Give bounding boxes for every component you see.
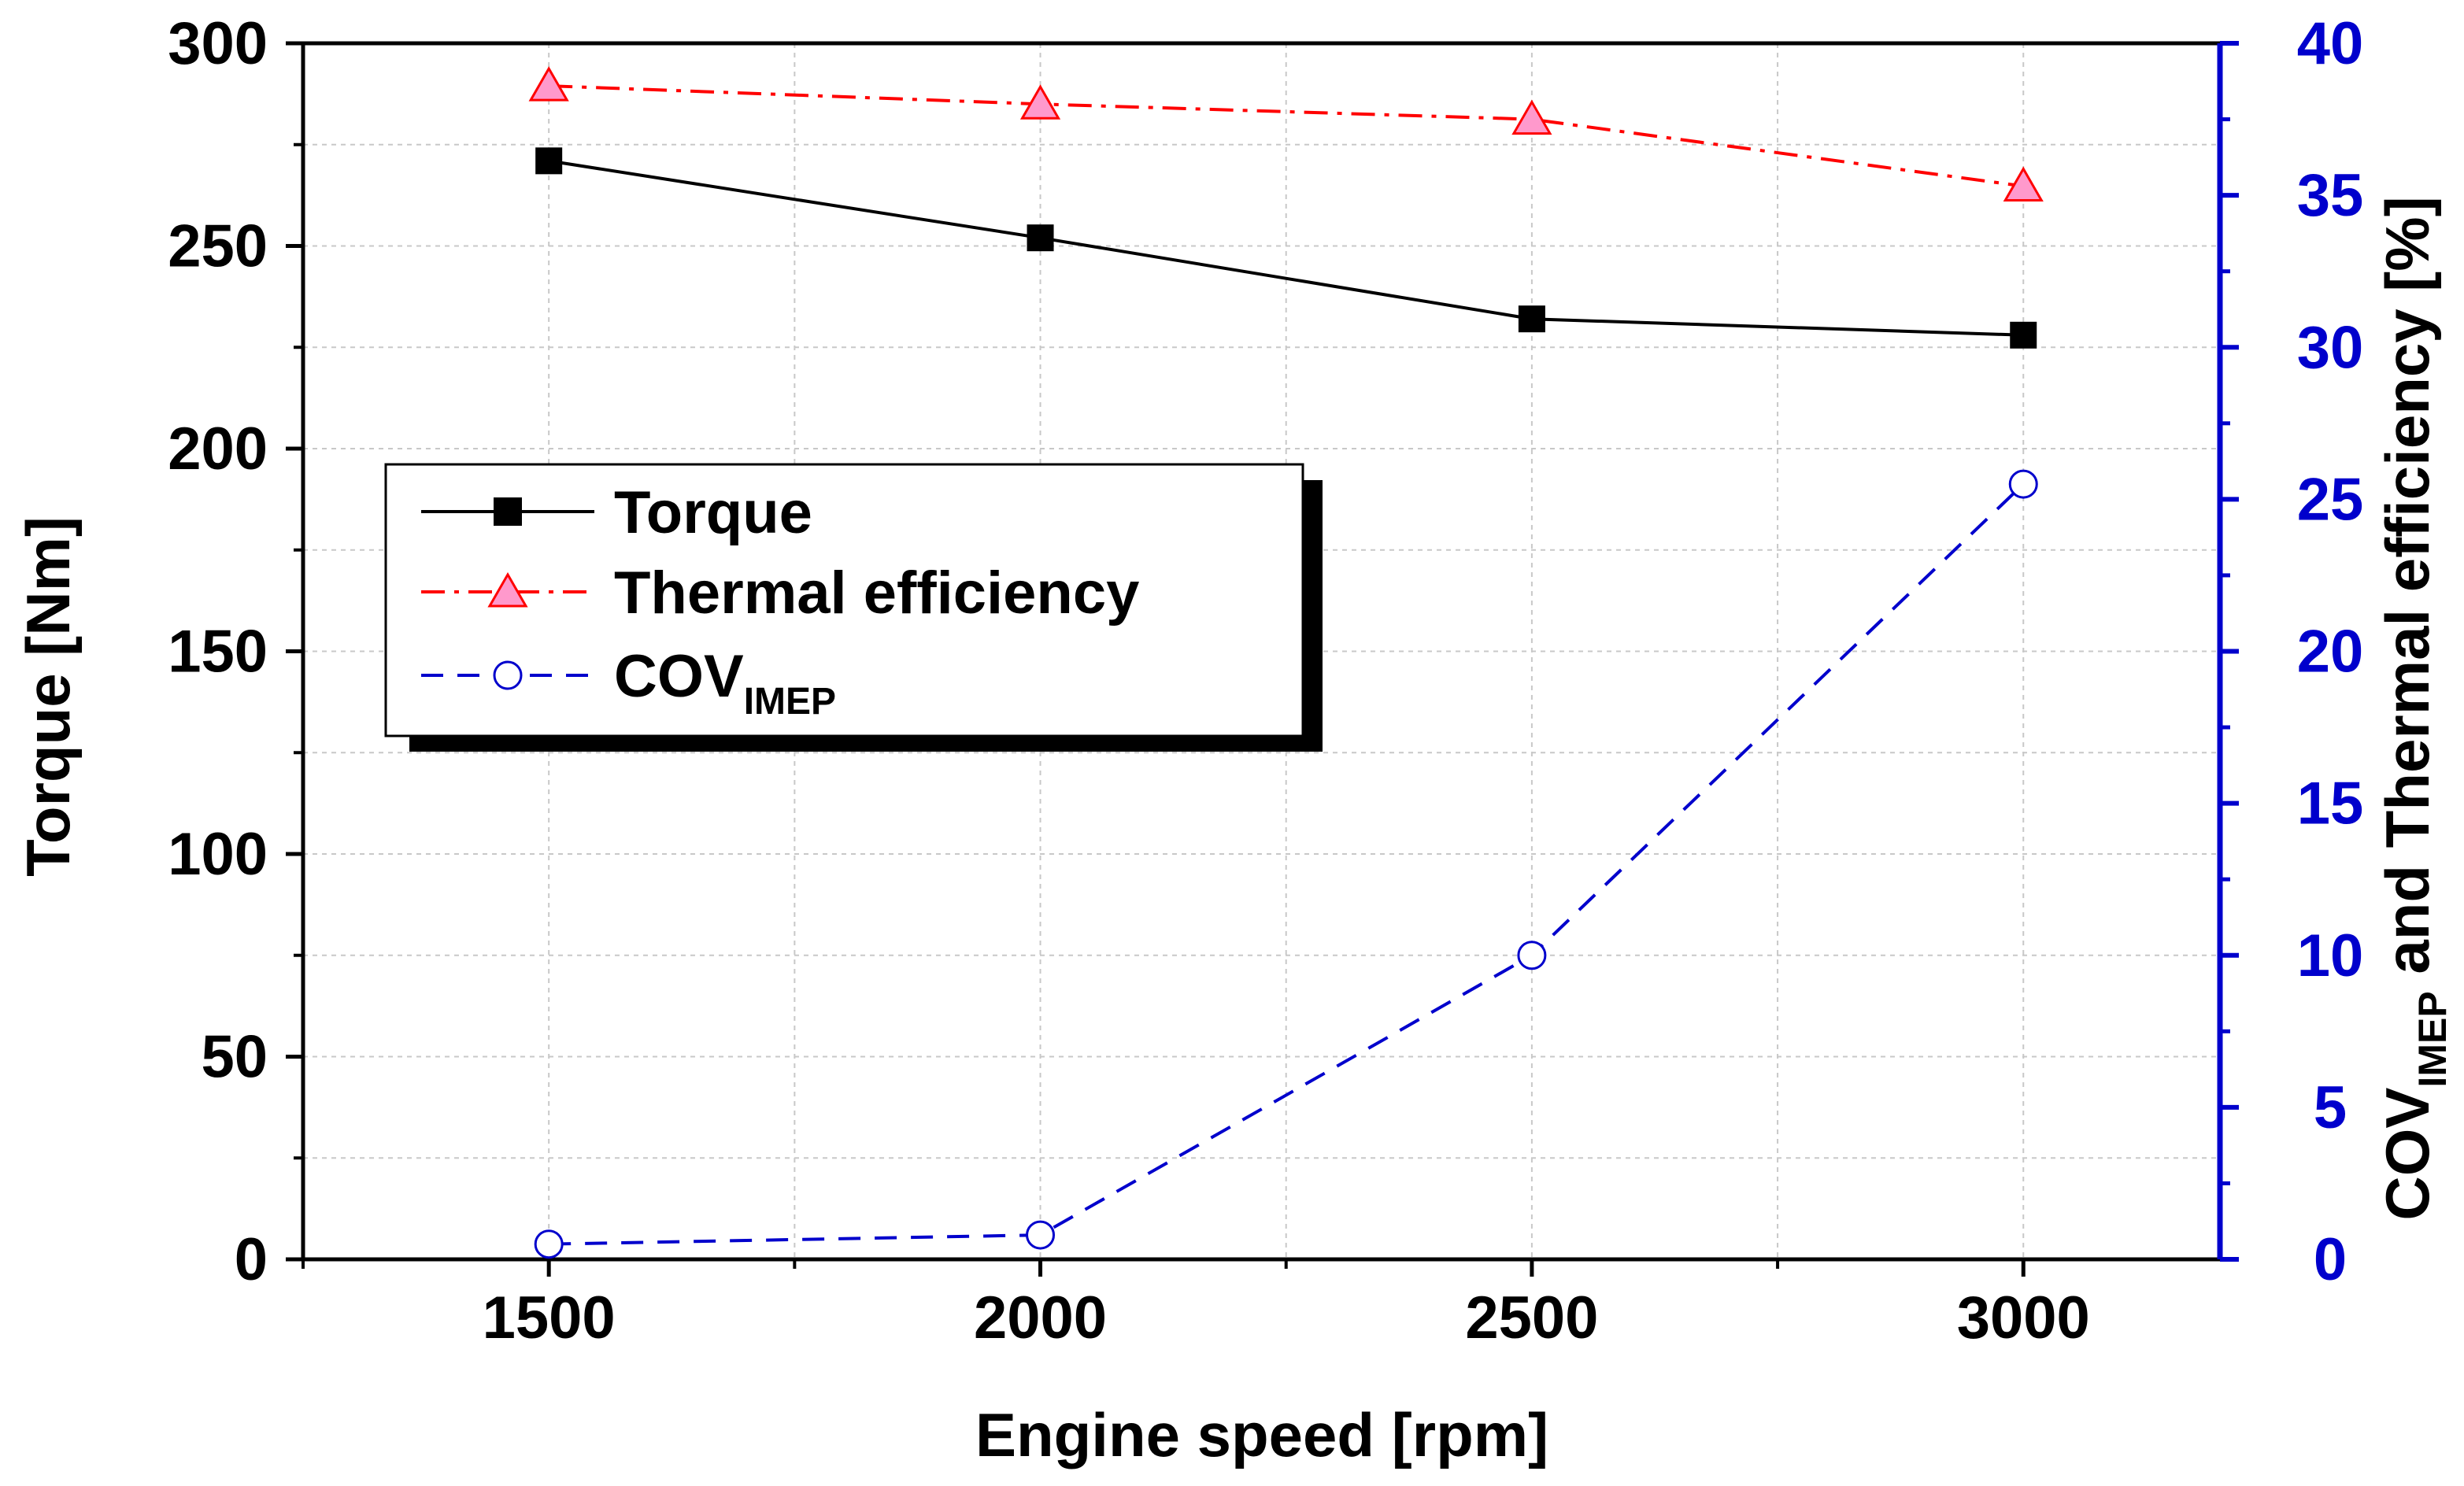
right-axis-title-main: COV — [2373, 1088, 2442, 1221]
left-tick-label: 0 — [235, 1226, 268, 1293]
right-tick-label: 10 — [2297, 922, 2364, 989]
point-thermal-efficiency — [2003, 166, 2044, 202]
right-tick-label: 5 — [2314, 1074, 2347, 1141]
series-line-thermal-efficiency — [549, 84, 2024, 188]
right-axis-ticks: 0 5 10 15 20 25 30 35 40 — [2220, 10, 2363, 1293]
series-layer — [528, 66, 2044, 1259]
legend-box — [384, 463, 1304, 737]
point-cov — [1517, 941, 1547, 970]
point-cov — [2008, 469, 2038, 499]
right-tick-label: 40 — [2297, 10, 2364, 77]
left-tick-label: 100 — [168, 821, 268, 888]
x-tick-label: 3000 — [1957, 1285, 2090, 1351]
right-tick-label: 30 — [2297, 314, 2364, 381]
point-torque — [535, 147, 563, 175]
legend-cov-label: COVIMEP — [614, 643, 836, 723]
legend-thermal-marker — [487, 571, 528, 608]
series-line-torque — [548, 159, 2024, 337]
left-tick-label: 250 — [168, 213, 268, 280]
point-thermal-efficiency — [1019, 84, 1061, 120]
legend-cov-main: COV — [614, 643, 744, 710]
left-axis-title: Torque [Nm] — [13, 516, 83, 877]
right-axis-title-sub: IMEP — [2410, 991, 2455, 1087]
left-tick-label: 200 — [168, 416, 268, 482]
point-thermal-efficiency — [1511, 99, 1552, 135]
x-axis-ticks: 1500 2000 2500 3000 — [302, 1259, 2090, 1351]
right-tick-label: 25 — [2297, 466, 2364, 533]
x-tick-label: 1500 — [483, 1285, 616, 1351]
right-tick-label: 0 — [2314, 1226, 2347, 1293]
right-axis-title: COVIMEP and Thermal efficiency [%] — [2373, 196, 2455, 1220]
point-cov — [534, 1229, 564, 1259]
left-tick-label: 50 — [201, 1024, 268, 1091]
point-torque — [1027, 224, 1054, 252]
point-thermal-efficiency — [528, 66, 569, 102]
right-tick-label: 15 — [2297, 771, 2364, 837]
left-axis-ticks: 0 50 100 150 200 250 300 — [168, 10, 303, 1293]
legend-torque-marker — [494, 497, 522, 526]
left-tick-label: 150 — [168, 619, 268, 686]
legend-torque-label: Torque — [614, 479, 812, 546]
left-tick-label: 300 — [168, 10, 268, 77]
grid-lines — [303, 43, 2220, 1259]
legend-cov-marker — [493, 660, 523, 690]
right-tick-label: 35 — [2297, 162, 2364, 229]
point-cov — [1026, 1220, 1056, 1250]
legend: Torque Thermal efficiency COVIMEP — [384, 463, 1323, 752]
right-axis-title-rest: and Thermal efficiency [%] — [2373, 196, 2442, 991]
legend-cov-sub: IMEP — [744, 681, 836, 723]
right-tick-label: 20 — [2297, 619, 2364, 686]
point-torque — [2010, 321, 2037, 349]
series-line-cov — [549, 482, 2025, 1246]
x-tick-label: 2000 — [974, 1285, 1107, 1351]
point-torque — [1518, 305, 1545, 333]
x-axis-title: Engine speed [rpm] — [975, 1400, 1548, 1469]
legend-thermal-label: Thermal efficiency — [614, 560, 1139, 627]
x-tick-label: 2500 — [1465, 1285, 1598, 1351]
